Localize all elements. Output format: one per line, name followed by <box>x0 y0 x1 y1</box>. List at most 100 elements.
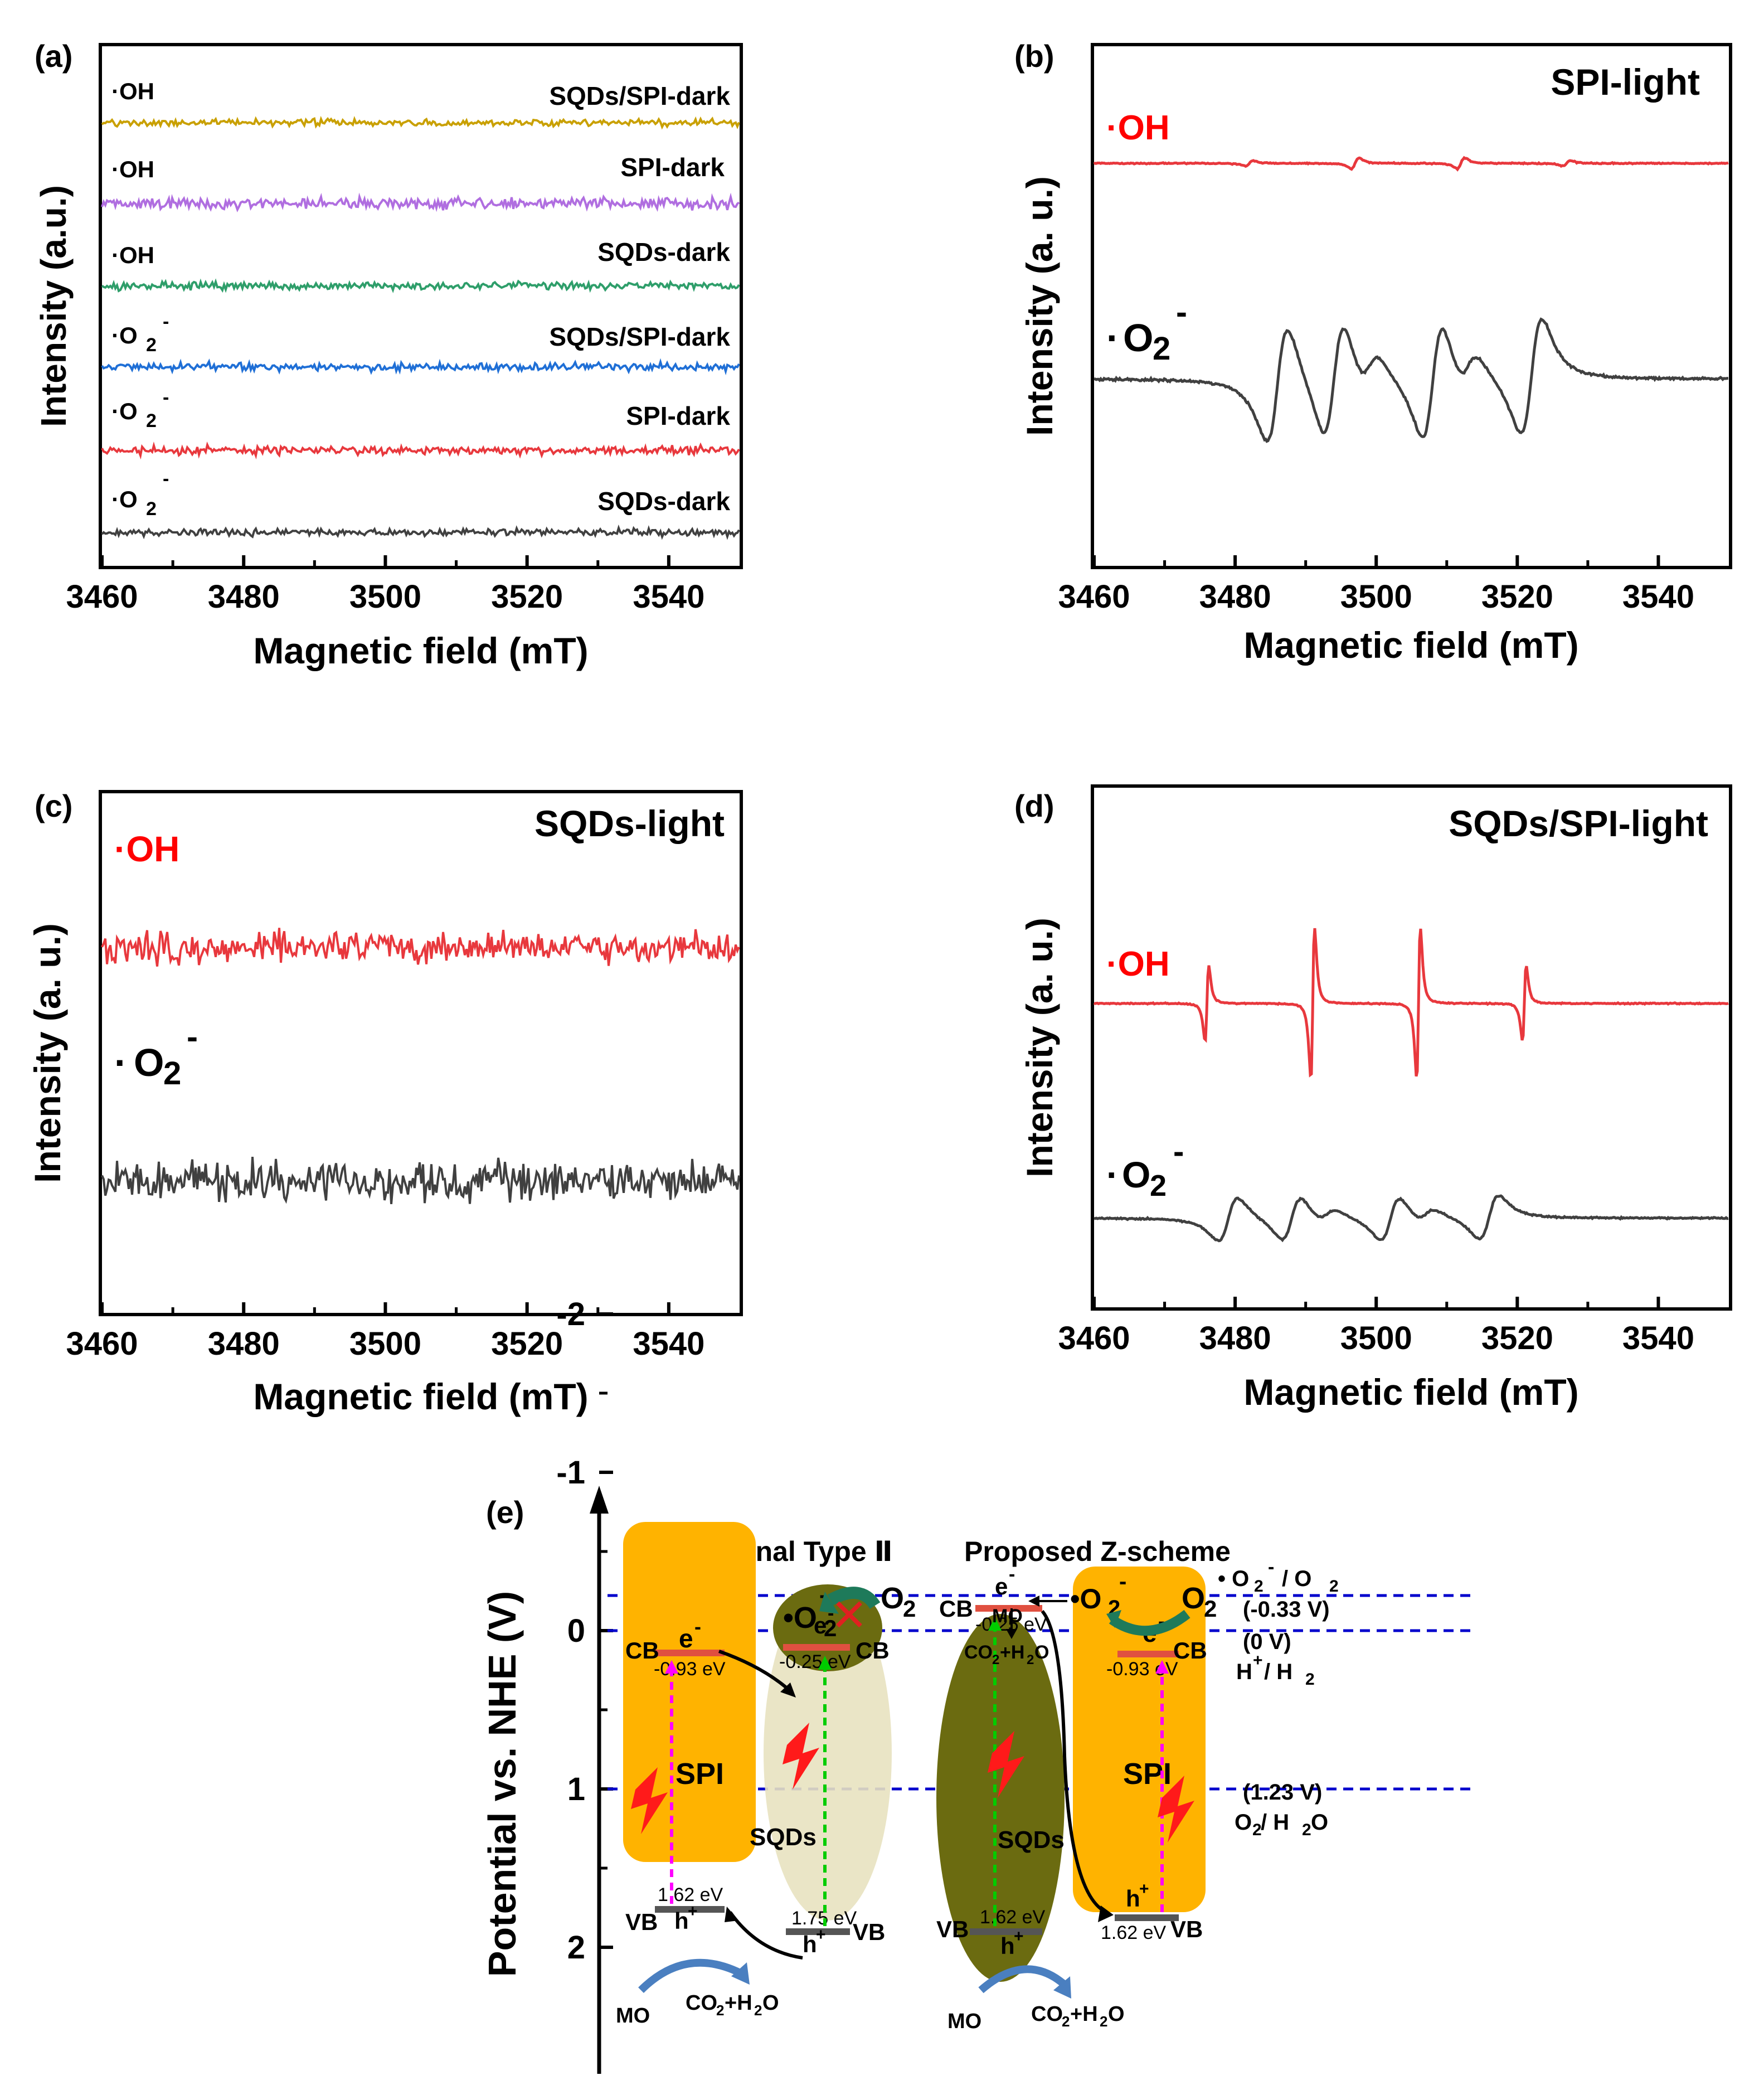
a-series-label-5: SPI-dark <box>626 401 730 430</box>
e-ylabel: Potential vs. NHE (V) <box>480 1591 524 1977</box>
panel-c: (c) 3460 3480 3500 3520 3540 Intensity (a. u… <box>27 788 743 1417</box>
svg-text:CO: CO <box>964 1642 993 1663</box>
svg-text:2: 2 <box>992 1652 999 1667</box>
svg-text:2: 2 <box>754 2002 762 2019</box>
e-right-mo-swirl <box>978 1965 1067 1994</box>
e-left-electron-transfer-head <box>780 1682 796 1698</box>
svg-text:2: 2 <box>1062 2013 1070 2030</box>
svg-text:O: O <box>881 1582 904 1615</box>
svg-text:2: 2 <box>146 334 157 356</box>
panel-c-title: SQDs-light <box>534 803 725 844</box>
e-right-z-transfer-head <box>1098 1905 1114 1922</box>
e-left-spi-vb-value: 1.62 eV <box>658 1884 723 1905</box>
e-right-mo: MO <box>947 2010 981 2033</box>
svg-text:CO: CO <box>1031 2002 1063 2026</box>
svg-text:O: O <box>1182 1582 1205 1615</box>
a-trace-3 <box>101 278 740 293</box>
e-right-sqd-excitation-head <box>988 1617 1002 1631</box>
svg-text:·: · <box>1106 316 1119 360</box>
panel-d-traces <box>1093 928 1729 1243</box>
c-o2-trace <box>101 1156 740 1204</box>
x-tick-label: 3520 <box>1481 1320 1553 1356</box>
svg-text:O: O <box>1122 1154 1150 1195</box>
x-tick-label: 3540 <box>1622 1320 1694 1356</box>
x-tick-label: 3500 <box>349 1326 421 1362</box>
e-y-tick-label: 1 <box>567 1771 585 1807</box>
e-left-spi-excitation-head <box>665 1660 678 1674</box>
x-tick-label: 3540 <box>633 1326 704 1362</box>
a-species-o2-1: ·O 2 - <box>111 311 169 356</box>
e-right-mo-swirl-head <box>1053 1976 1071 1999</box>
svg-text:-: - <box>163 387 169 408</box>
panel-b-ticks: 3460 3480 3500 3520 3540 <box>1058 555 1694 615</box>
panel-b-ylabel: Intensity (a. u.) <box>1019 176 1060 436</box>
a-trace-2 <box>101 192 740 212</box>
e-right-co2h2o-top: CO 2 +H 2 O <box>964 1642 1049 1667</box>
panel-c-oh-label: ·OH <box>114 829 179 869</box>
e-left-sqd-light-icon <box>783 1723 819 1790</box>
e-right-sqd-vb-value: 1.62 eV <box>980 1907 1046 1928</box>
x-tick-label: 3500 <box>1340 579 1412 615</box>
a-trace-6 <box>101 524 740 540</box>
e-left-sqd-h: h <box>803 1931 817 1957</box>
e-right-spi-vb-label: VB <box>1170 1916 1203 1942</box>
panel-d-ylabel: Intensity (a. u.) <box>1019 918 1060 1177</box>
x-tick-label: 3460 <box>66 1326 138 1362</box>
e-left-spi-h-sup: + <box>688 1902 698 1921</box>
e-right-sqd-h-sup: + <box>1014 1927 1024 1946</box>
panel-c-xlabel: Magnetic field (mT) <box>253 1376 588 1417</box>
panel-b-title: SPI-light <box>1551 61 1700 103</box>
e-left-mo-swirl <box>638 1958 743 1993</box>
svg-text:O: O <box>1235 1810 1252 1835</box>
e-y-tick-label: 2 <box>567 1929 585 1966</box>
svg-text:2: 2 <box>1100 2013 1107 2030</box>
x-tick-label: 3480 <box>208 1326 280 1362</box>
e-axis-arrowhead <box>590 1486 609 1514</box>
e-right-o2-swirl-head <box>1106 1610 1121 1628</box>
svg-text:+H: +H <box>1070 2002 1098 2026</box>
panel-c-frame <box>99 790 743 1316</box>
b-o2-trace <box>1094 317 1729 443</box>
e-left-sqd-e-sup: - <box>828 1603 834 1624</box>
panel-d-o2-label: · O 2 - <box>1106 1133 1184 1202</box>
e-left-o2: O 2 <box>881 1582 916 1622</box>
e-y-tick-label: -2 <box>556 1296 585 1332</box>
a-species-oh-1: ·OH <box>111 78 154 104</box>
svg-text:2: 2 <box>1252 1821 1262 1839</box>
a-species-oh-3: ·OH <box>111 242 154 268</box>
svg-text:-: - <box>1176 293 1187 331</box>
svg-text:-: - <box>1119 1569 1126 1594</box>
e-right-spi-cb-value: -0.93 eV <box>1106 1659 1178 1680</box>
svg-text:H: H <box>1236 1660 1252 1684</box>
e-right-scheme: CB e - -0.25 eV SQDs 1.62 eV VB h + e - … <box>936 1564 1217 2033</box>
svg-text:+: + <box>1253 1651 1263 1670</box>
x-tick-label: 3460 <box>66 579 138 615</box>
e-ref-value-h2: (0 V) <box>1243 1630 1291 1654</box>
svg-text:-: - <box>163 468 169 489</box>
svg-text:O: O <box>134 1041 164 1084</box>
panel-b-traces <box>1093 156 1729 443</box>
e-right-radical-arrow-head <box>1028 1596 1039 1607</box>
panel-c-traces <box>101 928 740 1204</box>
e-ref-label-h2: H + / H 2 <box>1236 1651 1315 1689</box>
svg-text:2: 2 <box>1305 1670 1315 1689</box>
a-species-o2-3: ·O 2 - <box>111 468 169 520</box>
x-tick-label: 3540 <box>1622 579 1694 615</box>
e-right-sqds-label: SQDs <box>998 1826 1065 1854</box>
e-y-tick-label: -1 <box>556 1454 585 1491</box>
e-right-sqds-ellipse <box>936 1614 1065 1982</box>
panel-b-oh-label: ·OH <box>1106 109 1170 147</box>
e-ref-value-o2: (-0.33 V) <box>1243 1597 1330 1622</box>
a-trace-4 <box>101 358 740 376</box>
e-right-spi-cb-label: CB <box>1173 1637 1207 1664</box>
d-oh-trace <box>1093 928 1729 1078</box>
e-ref-label-h2o: O 2 / H 2 O <box>1235 1810 1328 1839</box>
panel-a-traces <box>101 115 740 540</box>
b-oh-trace <box>1093 156 1729 172</box>
e-left-spi-label: SPI <box>676 1757 724 1791</box>
svg-text:2: 2 <box>824 1615 837 1641</box>
x-tick-label: 3500 <box>1340 1320 1412 1356</box>
x-tick-label: 3520 <box>1481 579 1553 615</box>
e-left-spi-cb-label: CB <box>625 1637 659 1664</box>
